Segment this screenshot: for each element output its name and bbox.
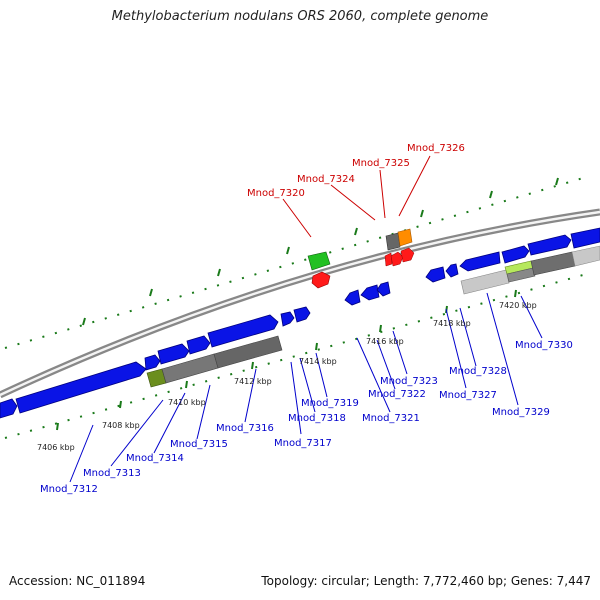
gene-arrow[interactable]	[293, 306, 311, 323]
gene-label[interactable]: Mnod_7323	[380, 376, 438, 387]
feature-block[interactable]	[460, 269, 510, 295]
genome-backbone	[0, 208, 600, 399]
gene-arrow[interactable]	[527, 234, 572, 256]
rrna-arrow[interactable]	[390, 251, 404, 267]
gene-arrow[interactable]	[186, 335, 211, 355]
feature-block[interactable]	[571, 245, 600, 267]
genome-title: Methylobacterium nodulans ORS 2060, comp…	[111, 9, 489, 24]
scale-labels: 7406 kbp 7408 kbp 7410 kbp 7412 kbp 7414…	[37, 301, 537, 452]
feature-block[interactable]	[397, 228, 413, 247]
feature-block[interactable]	[530, 251, 576, 276]
gene-label[interactable]: Mnod_7321	[362, 413, 420, 424]
gene-label[interactable]: Mnod_7313	[83, 468, 141, 479]
gene-arrow[interactable]	[15, 361, 147, 414]
gene-label[interactable]: Mnod_7328	[449, 366, 507, 377]
gene-arrow[interactable]	[501, 245, 530, 264]
scale-label: 7416 kbp	[366, 337, 404, 346]
red-leader-lines	[282, 155, 431, 238]
gene-arrow[interactable]	[280, 311, 295, 327]
gene-label[interactable]: Mnod_7314	[126, 453, 184, 464]
lower-tick-track	[4, 272, 591, 439]
gene-label[interactable]: Mnod_7329	[492, 407, 550, 418]
blue-leader-lines	[69, 292, 543, 483]
scale-label: 7408 kbp	[102, 421, 140, 430]
feature-block[interactable]	[385, 232, 401, 251]
forward-genes	[0, 227, 600, 419]
trna-block[interactable]	[307, 251, 331, 271]
gene-arrow[interactable]	[570, 227, 600, 249]
gene-label[interactable]: Mnod_7327	[439, 390, 497, 401]
gene-arrow[interactable]	[207, 314, 279, 348]
red-gene-labels: Mnod_7320 Mnod_7324 Mnod_7325 Mnod_7326	[247, 143, 465, 199]
scale-label: 7418 kbp	[433, 319, 471, 328]
rrna-arrow[interactable]	[311, 271, 331, 289]
feature-block[interactable]	[213, 335, 283, 369]
scale-label: 7412 kbp	[234, 377, 272, 386]
gene-label[interactable]: Mnod_7324	[297, 174, 355, 185]
gene-label[interactable]: Mnod_7322	[368, 389, 426, 400]
gene-label[interactable]: Mnod_7317	[274, 438, 332, 449]
scale-label: 7406 kbp	[37, 443, 75, 452]
rrna-arrow[interactable]	[400, 247, 415, 263]
gene-arrow[interactable]	[360, 284, 380, 301]
gene-arrow[interactable]	[445, 263, 459, 278]
gene-arrow[interactable]	[376, 281, 391, 297]
feature-block[interactable]	[506, 267, 536, 283]
gene-label[interactable]: Mnod_7312	[40, 484, 98, 495]
scale-label: 7420 kbp	[499, 301, 537, 310]
gene-arrow[interactable]	[157, 343, 190, 365]
gene-arrow[interactable]	[144, 354, 161, 371]
blue-gene-labels: Mnod_7312 Mnod_7313 Mnod_7314 Mnod_7315 …	[40, 340, 573, 495]
rna-features	[307, 228, 415, 289]
gene-label[interactable]: Mnod_7316	[216, 423, 274, 434]
feature-blocks	[146, 245, 600, 388]
gene-arrow[interactable]	[425, 266, 446, 283]
upper-tick-track	[4, 175, 591, 349]
gene-label[interactable]: Mnod_7326	[407, 143, 465, 154]
gene-label[interactable]: Mnod_7318	[288, 413, 346, 424]
gene-label[interactable]: Mnod_7319	[301, 398, 359, 409]
genome-summary: Topology: circular; Length: 7,772,460 bp…	[261, 574, 591, 588]
gene-arrow[interactable]	[459, 251, 501, 272]
rrna-arrow[interactable]	[384, 252, 393, 267]
gene-label[interactable]: Mnod_7325	[352, 158, 410, 169]
reverse-genes	[344, 251, 501, 306]
gene-label[interactable]: Mnod_7315	[170, 439, 228, 450]
scale-label: 7414 kbp	[299, 357, 337, 366]
accession-text: Accession: NC_011894	[9, 574, 146, 588]
gene-arrow[interactable]	[344, 289, 361, 306]
gene-label[interactable]: Mnod_7330	[515, 340, 573, 351]
gene-label[interactable]: Mnod_7320	[247, 188, 305, 199]
scale-label: 7410 kbp	[168, 398, 206, 407]
gene-arrow[interactable]	[0, 398, 18, 419]
